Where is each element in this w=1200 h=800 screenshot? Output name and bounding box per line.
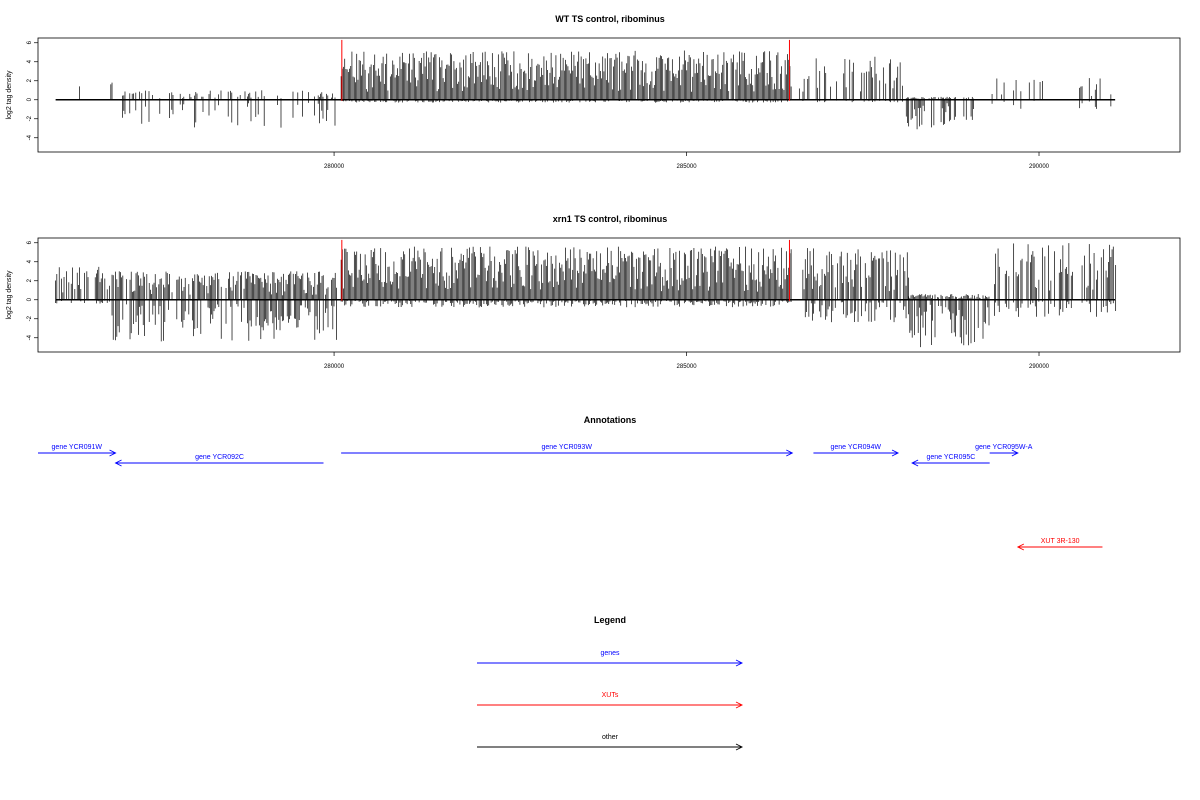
feature-arrow-head — [911, 459, 919, 467]
y-axis-label: log2 tag density — [6, 270, 13, 320]
feature-label: gene YCR093W — [541, 444, 592, 451]
feature-label: XUT 3R-130 — [1041, 538, 1080, 545]
plot-frame — [37, 237, 1181, 353]
annotation-features: gene YCR091W gene YCR092C gene YCR093W gene… — [38, 444, 1103, 551]
annotations-title: Annotations — [584, 415, 637, 425]
y-tick-label: 0 — [27, 297, 33, 301]
x-tick-label: 285000 — [677, 164, 698, 170]
feature-arrow-head — [891, 449, 900, 457]
y-tick-label: 2 — [27, 78, 33, 82]
legend-arrow-head — [735, 659, 744, 667]
legend-label: other — [602, 734, 619, 741]
feature-label: gene YCR095W-A — [975, 444, 1033, 451]
y-tick-label: -2 — [27, 115, 33, 121]
feature-arrow-head — [1011, 449, 1019, 457]
feature-arrow-head — [786, 449, 794, 457]
legend-arrow-head — [735, 701, 744, 709]
y-tick-label: -4 — [27, 334, 33, 340]
feature-label: gene YCR092C — [195, 454, 244, 461]
y-tick-label: -4 — [27, 134, 33, 140]
legend-items: genes XUTs other — [477, 650, 744, 751]
x-tick-label: 290000 — [1029, 364, 1050, 370]
y-tick-label: 6 — [27, 40, 33, 44]
y-tick-label: 4 — [27, 259, 33, 263]
legend-label: XUTs — [602, 692, 619, 699]
feature-label: gene YCR091W — [52, 444, 103, 451]
plot-frame — [37, 37, 1181, 153]
legend-title: Legend — [594, 615, 626, 625]
legend-label: genes — [600, 650, 620, 657]
legend-arrow-head — [735, 743, 744, 751]
xrn1-track-panel: xrn1 TS control, ribominus log2 tag densi… — [6, 214, 1181, 370]
y-tick-label: 6 — [27, 240, 33, 244]
y-axis-label: log2 tag density — [6, 70, 13, 120]
feature-label: gene YCR094W — [830, 444, 881, 451]
feature-arrow-head — [109, 449, 117, 457]
y-tick-label: 0 — [27, 97, 33, 101]
legend-panel: Legend genes XUTs other — [477, 615, 744, 751]
feature-label: gene YCR095C — [926, 454, 975, 461]
chart-title: xrn1 TS control, ribominus — [553, 214, 668, 224]
feature-arrow-head — [114, 459, 122, 467]
y-tick-label: 2 — [27, 278, 33, 282]
x-tick-label: 285000 — [677, 364, 698, 370]
x-tick-label: 280000 — [324, 164, 345, 170]
x-tick-label: 290000 — [1029, 164, 1050, 170]
wt-track-panel: WT TS control, ribominus log2 tag density… — [6, 14, 1181, 170]
chart-title: WT TS control, ribominus — [555, 14, 665, 24]
y-tick-label: -2 — [27, 315, 33, 321]
x-tick-label: 280000 — [324, 364, 345, 370]
feature-arrow-head — [1016, 543, 1025, 551]
y-tick-label: 4 — [27, 59, 33, 63]
